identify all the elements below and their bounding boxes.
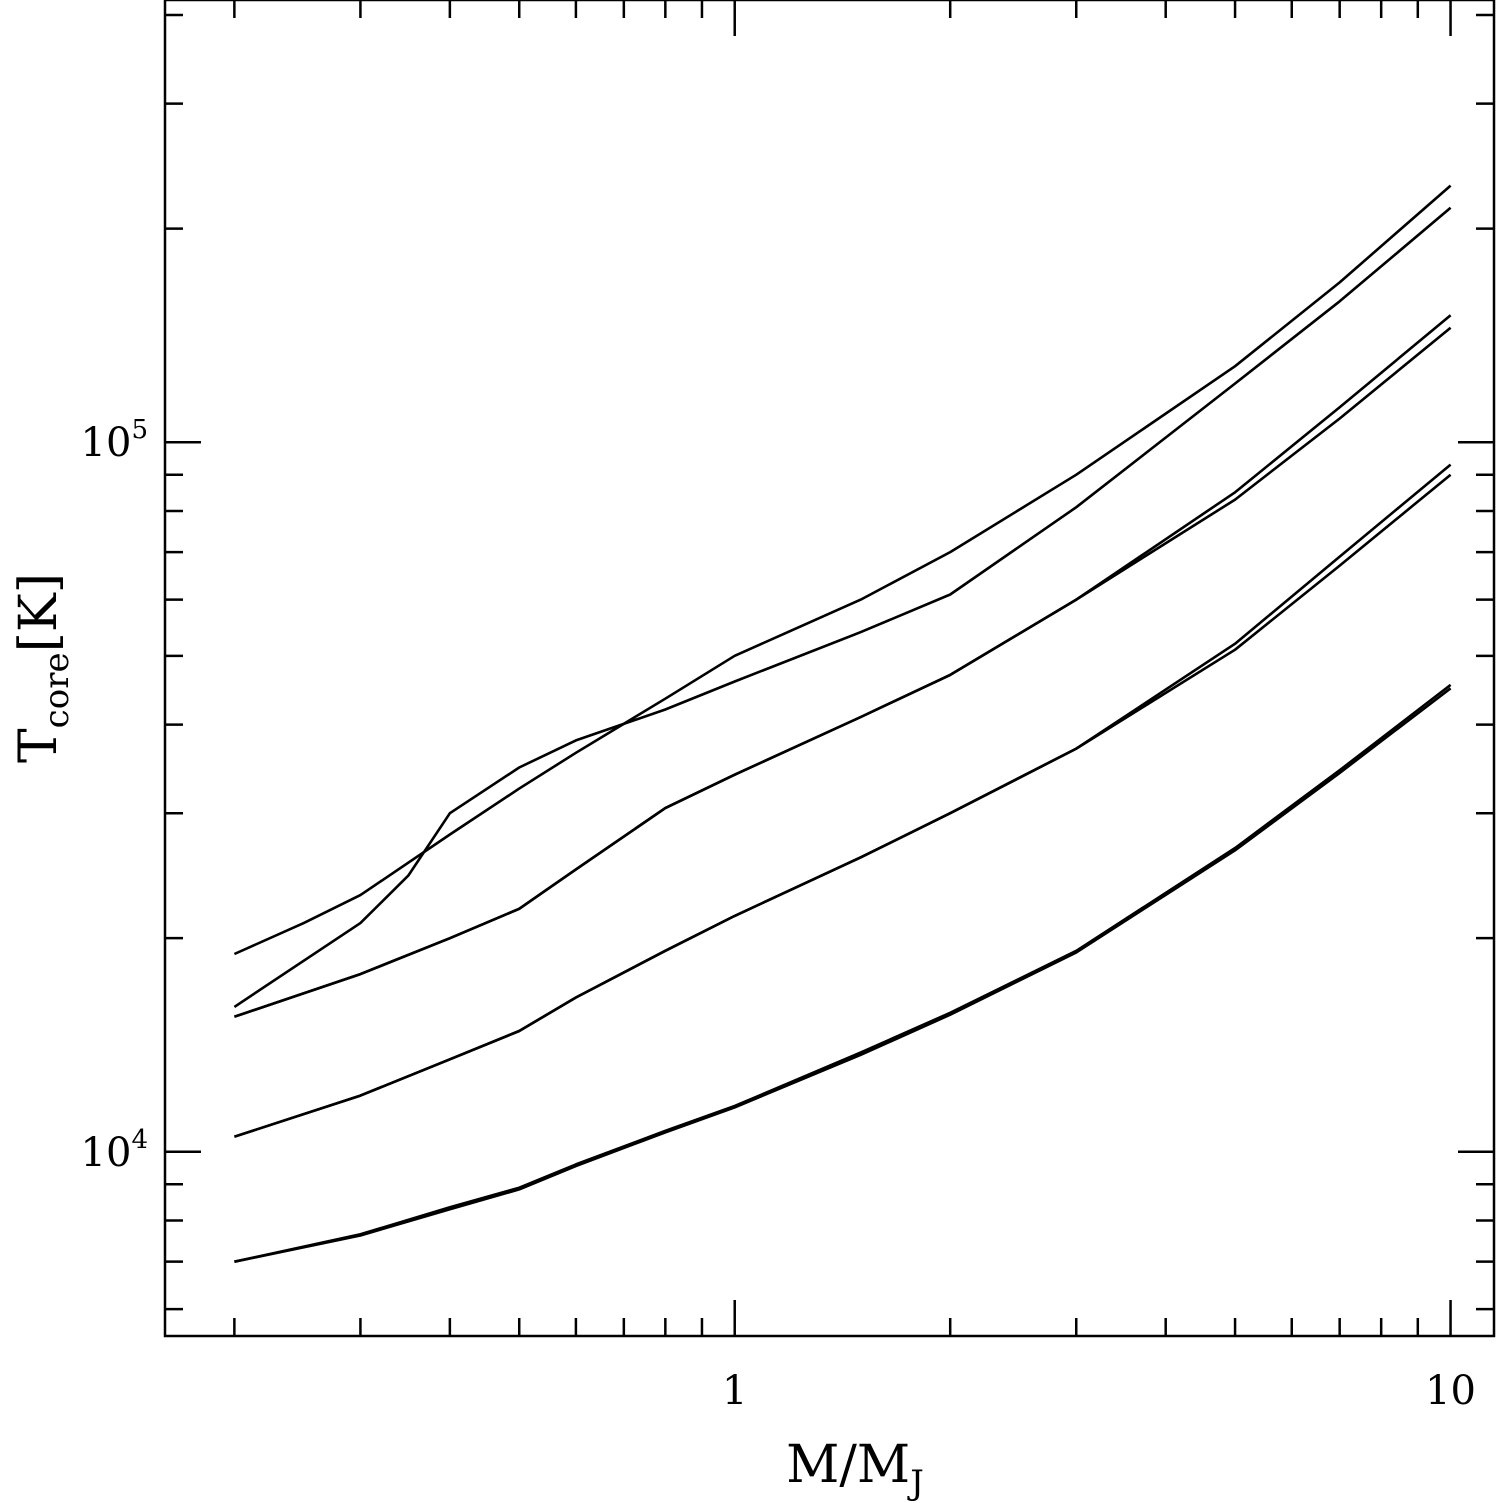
series-line-7 (234, 683, 1452, 1263)
plot-frame (163, 0, 1496, 1338)
y-tick-label-1: 104 (81, 1125, 148, 1176)
y-axis-title-main: T (9, 728, 69, 763)
y-tick-label-exp: 5 (131, 415, 148, 445)
x-tick-label-1: 1 (722, 1368, 747, 1414)
y-axis-title-sub: core (37, 652, 77, 728)
series-line-8 (234, 687, 1452, 1263)
series-line-6 (233, 473, 1452, 1138)
y-tick-label-2: 105 (81, 415, 148, 466)
series-group (233, 184, 1452, 1263)
series-line-2 (233, 206, 1452, 1008)
y-axis-title-unit: [K] (9, 573, 69, 652)
y-tick-label-exp: 4 (131, 1125, 148, 1155)
series-line-1 (233, 184, 1452, 956)
x-tick-label-2: 10 (1425, 1368, 1476, 1414)
x-axis-title-sub: J (907, 1463, 924, 1503)
series-line-5 (233, 463, 1452, 1138)
y-tick-label-base: 10 (81, 1130, 132, 1176)
y-axis-title: Tcore[K] (9, 573, 77, 763)
series-line-3 (233, 314, 1452, 1018)
series-line-4 (233, 326, 1452, 1018)
axis-ticks (165, 0, 1494, 1336)
y-tick-label-base: 10 (81, 420, 132, 466)
x-axis-title-main: M/M (786, 1435, 910, 1495)
x-axis-title: M/MJ (786, 1435, 924, 1503)
